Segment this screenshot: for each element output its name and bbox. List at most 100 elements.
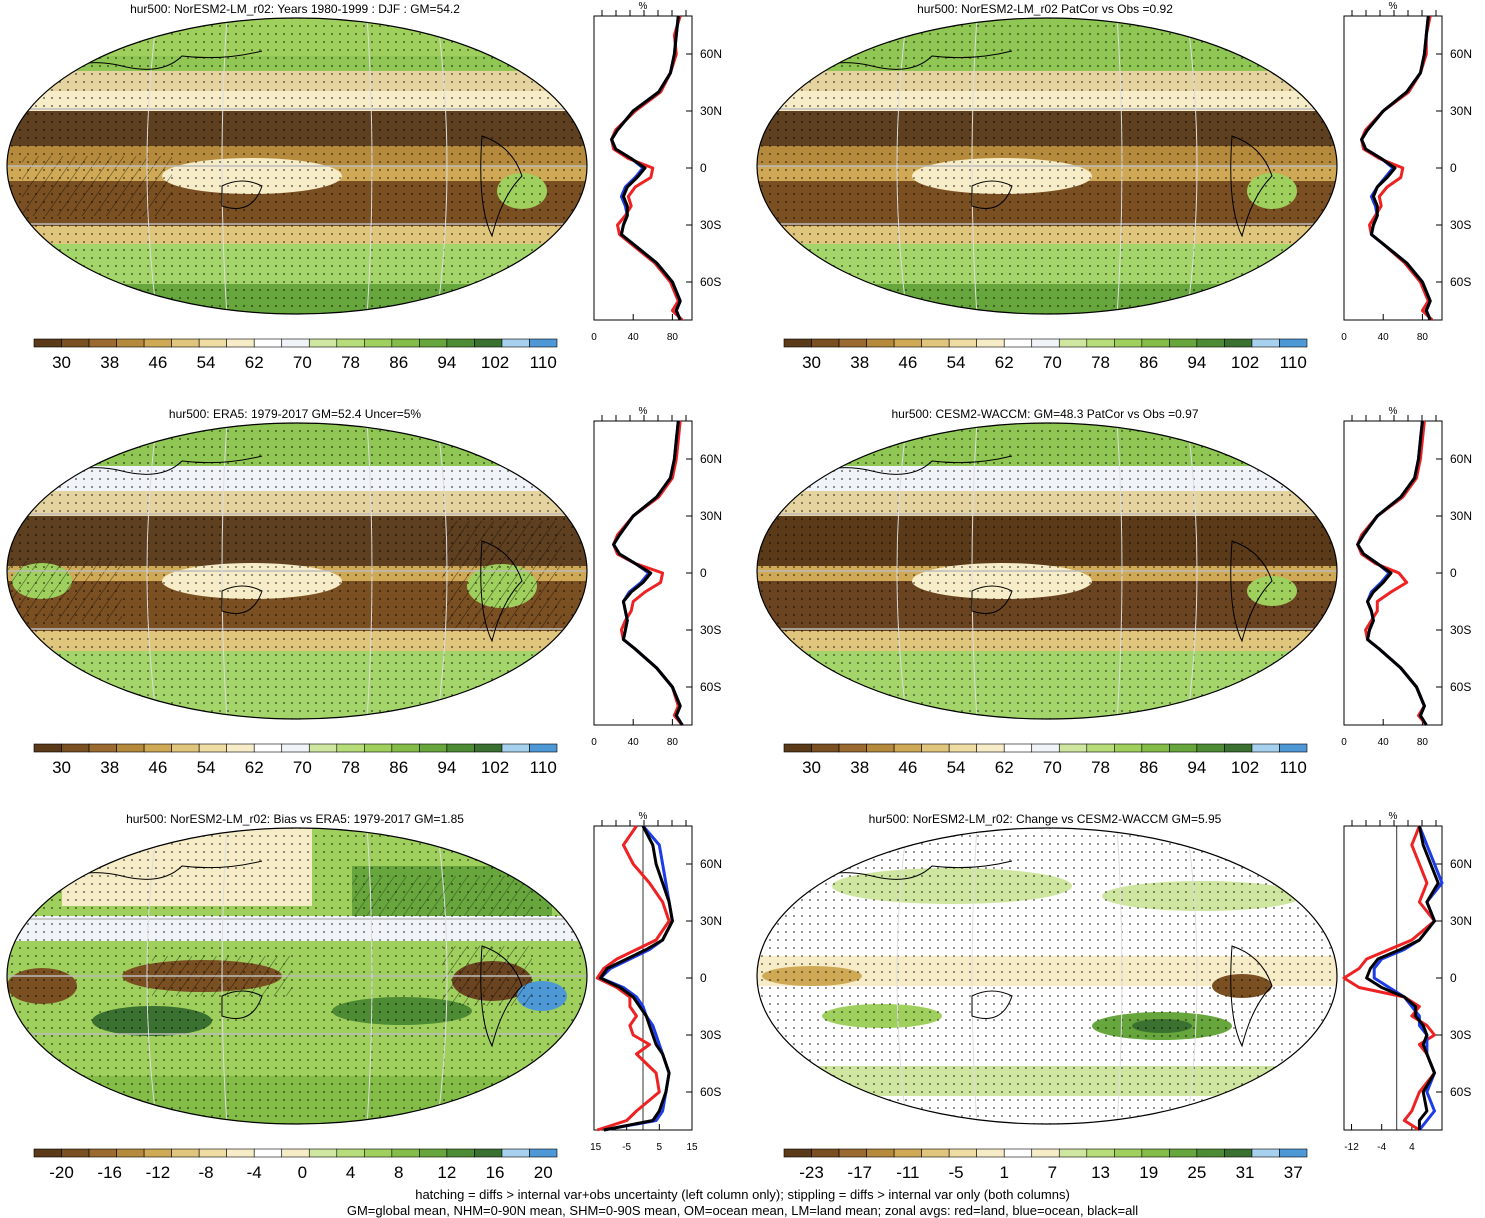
zonal-lat-label: 30S (700, 218, 721, 232)
colorbar-label: 16 (486, 1163, 505, 1182)
colorbar-label: 8 (394, 1163, 403, 1182)
colorbar-label: 30 (802, 758, 821, 777)
zonal-x-label: 4 (1409, 1142, 1415, 1153)
colorbar-swatch (1086, 743, 1115, 753)
zonal-lat-label: 60S (1450, 680, 1471, 694)
colorbar-label: 46 (898, 353, 917, 372)
colorbar-label: -11 (896, 1163, 919, 1182)
colorbar-label: 62 (995, 758, 1014, 777)
colorbar-label: 54 (947, 758, 966, 777)
zonal-line-all (1365, 825, 1440, 1130)
colorbar-swatch (226, 743, 255, 753)
colorbar-swatch (391, 338, 420, 348)
zonal-x-label: 40 (628, 737, 640, 748)
colorbar-swatch (783, 743, 812, 753)
colorbar-swatch (976, 1148, 1005, 1158)
zonal-line-ocean (1372, 825, 1444, 1131)
colorbar-swatch (1141, 1148, 1170, 1158)
colorbar-swatch (1224, 743, 1253, 753)
colorbar-swatch (116, 1148, 145, 1158)
zonal-lat-label: 60N (1450, 452, 1472, 466)
colorbar-swatch (866, 743, 895, 753)
colorbar-swatch (1251, 1148, 1280, 1158)
zonal-lat-label: 30S (1450, 1028, 1471, 1042)
colorbar-swatch (143, 743, 172, 753)
zonal-x-label: -4 (1377, 1142, 1386, 1153)
colorbar-swatch (501, 743, 530, 753)
colorbar-swatch (529, 743, 558, 753)
colorbar-label: 102 (481, 353, 509, 372)
colorbar-swatch (921, 338, 950, 348)
colorbar-label: 46 (898, 758, 917, 777)
colorbar-swatch (893, 338, 922, 348)
colorbar-label: 54 (197, 353, 216, 372)
colorbar-label: -23 (799, 1163, 824, 1182)
zonal-x-label: 80 (1417, 332, 1429, 343)
colorbar-swatch (61, 743, 90, 753)
colorbar-label: 38 (850, 353, 869, 372)
colorbar-label: 54 (947, 353, 966, 372)
colorbar-swatch (1058, 338, 1088, 348)
colorbar-label: 94 (1187, 353, 1206, 372)
zonal-line-all (612, 420, 684, 726)
map-panel-3 (6, 422, 588, 720)
zonal-lat-label: 30N (700, 509, 722, 523)
colorbar-swatch (1279, 338, 1308, 348)
zonal-plot-4: % 60N 30N 0 30S 60S 0 40 80 (1341, 406, 1472, 748)
colorbar-swatch (336, 338, 365, 348)
zonal-x-label: 40 (628, 332, 640, 343)
zonal-line-all (1356, 420, 1428, 726)
colorbar-swatch (811, 338, 840, 348)
colorbar-label: 30 (52, 353, 71, 372)
colorbar-swatch (33, 338, 62, 348)
panel-title: hur500: ERA5: 1979-2017 GM=52.4 Uncer=5% (168, 407, 422, 421)
colorbar-label: 70 (1043, 353, 1062, 372)
zonal-unit: % (1389, 1, 1398, 12)
colorbar-label: -20 (49, 1163, 74, 1182)
colorbar-label: 94 (437, 758, 456, 777)
colorbar-label: -8 (198, 1163, 213, 1182)
colorbar-3: 30 38 46 54 62 70 78 86 94 102 110 (33, 743, 558, 777)
colorbar-swatch (1279, 1148, 1308, 1158)
colorbar-label: 70 (293, 758, 312, 777)
colorbar-label: -17 (847, 1163, 872, 1182)
panel-title: hur500: NorESM2-LM_r02: Bias vs ERA5: 19… (126, 812, 464, 826)
colorbar-label: 30 (52, 758, 71, 777)
zonal-unit: % (1389, 811, 1398, 822)
zonal-x-label: 80 (667, 332, 679, 343)
zonal-lat-label: 60S (1450, 275, 1471, 289)
colorbar-swatch (474, 338, 503, 348)
zonal-lat-label: 30N (700, 104, 722, 118)
colorbar-label: 38 (100, 758, 119, 777)
colorbar-label: 38 (850, 758, 869, 777)
colorbar-swatch (501, 1148, 530, 1158)
colorbar-swatch (253, 1148, 283, 1158)
colorbar-label: 13 (1091, 1163, 1110, 1182)
panel-3: hur500: ERA5: 1979-2017 GM=52.4 Uncer=5% (0, 405, 742, 810)
colorbar-swatch (419, 743, 448, 753)
colorbar-label: -5 (948, 1163, 963, 1182)
colorbar-swatch (308, 338, 338, 348)
colorbar-label: 62 (245, 353, 264, 372)
colorbar-label: -12 (146, 1163, 171, 1182)
zonal-line-land (595, 825, 671, 1132)
colorbar-swatch (419, 1148, 448, 1158)
colorbar-label: 70 (293, 353, 312, 372)
colorbar-label: 110 (530, 353, 557, 372)
colorbar-swatch (446, 338, 475, 348)
colorbar-swatch (33, 1148, 62, 1158)
colorbar-label: 46 (148, 353, 167, 372)
footer-line-2: GM=global mean, NHM=0-90N mean, SHM=0-90… (346, 1203, 1139, 1218)
colorbar-label: 102 (1231, 353, 1259, 372)
colorbar-1: 30 38 46 54 62 70 78 86 94 102 110 (33, 338, 558, 372)
colorbar-label: 30 (802, 353, 821, 372)
colorbar-swatch (33, 743, 62, 753)
colorbar-label: 102 (481, 758, 509, 777)
colorbar-swatch (1086, 1148, 1115, 1158)
zonal-lat-label: 0 (1450, 971, 1457, 985)
zonal-lat-label: 60N (1450, 47, 1472, 61)
colorbar-swatch (783, 1148, 812, 1158)
colorbar-swatch (116, 743, 145, 753)
colorbar-swatch (948, 1148, 977, 1158)
zonal-lat-label: 60S (1450, 1085, 1471, 1099)
